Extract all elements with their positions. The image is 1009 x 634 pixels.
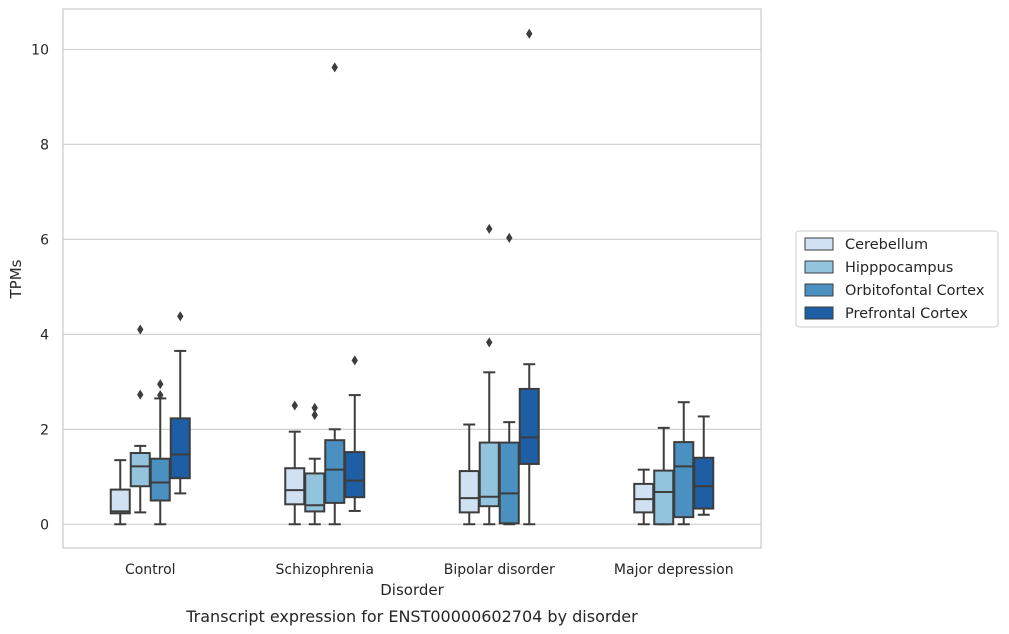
box-iqr bbox=[344, 451, 366, 499]
series-orbitofontal-cortex bbox=[149, 62, 695, 526]
legend-label: Cerebellum bbox=[845, 237, 928, 253]
box-prefrontal-cortex-schizophrenia bbox=[344, 355, 366, 512]
box-iqr bbox=[498, 441, 520, 525]
outlier-point bbox=[137, 324, 144, 335]
box-iqr bbox=[324, 439, 346, 504]
box-iqr bbox=[458, 470, 480, 514]
y-axis-label: TPMs bbox=[7, 259, 25, 299]
outlier-point bbox=[331, 62, 338, 73]
legend-label: Orbitofontal Cortex bbox=[845, 283, 985, 299]
box-iqr bbox=[653, 469, 675, 526]
box-orbitofontal-cortex-major-depression bbox=[673, 401, 695, 526]
box-iqr bbox=[693, 456, 715, 510]
legend-label: Hipppocampus bbox=[845, 260, 953, 276]
legend-swatch bbox=[804, 260, 834, 274]
y-tick-label: 8 bbox=[40, 137, 49, 153]
outlier-point bbox=[311, 402, 318, 413]
outlier-point bbox=[177, 311, 184, 322]
outlier-point bbox=[137, 389, 144, 400]
box-orbitofontal-cortex-control bbox=[149, 379, 171, 526]
y-tick-label: 2 bbox=[40, 422, 49, 438]
box-hipppocampus-control bbox=[129, 324, 151, 514]
box-hipppocampus-schizophrenia bbox=[304, 402, 326, 526]
y-axis-ticks: 0 2 4 6 8 10 bbox=[31, 42, 49, 533]
series-cerebellum bbox=[109, 400, 655, 526]
y-tick-label: 6 bbox=[40, 232, 49, 248]
box-iqr bbox=[169, 417, 191, 480]
x-axis-label: Disorder bbox=[380, 581, 444, 599]
box-iqr bbox=[673, 441, 695, 519]
legend-frame bbox=[795, 230, 999, 328]
legend-item-prefrontal-cortex: Prefrontal Cortex bbox=[804, 306, 968, 322]
box-cerebellum-bipolar-disorder bbox=[458, 423, 480, 526]
box-cerebellum-control bbox=[109, 459, 131, 526]
box-prefrontal-cortex-major-depression bbox=[693, 415, 715, 516]
box-iqr bbox=[518, 387, 540, 465]
gridlines bbox=[63, 48, 761, 525]
legend-item-orbitofontal-cortex: Orbitofontal Cortex bbox=[804, 283, 985, 299]
outlier-point bbox=[291, 400, 298, 411]
outlier-point bbox=[486, 223, 493, 234]
box-prefrontal-cortex-bipolar-disorder bbox=[518, 28, 540, 526]
legend-swatch bbox=[804, 306, 834, 320]
outlier-point bbox=[311, 410, 318, 421]
box-orbitofontal-cortex-bipolar-disorder bbox=[498, 232, 520, 526]
box-hipppocampus-bipolar-disorder bbox=[478, 223, 500, 526]
x-tick-label: Control bbox=[125, 562, 176, 578]
x-tick-label: Schizophrenia bbox=[276, 562, 374, 578]
box-iqr bbox=[149, 457, 171, 502]
box-cerebellum-schizophrenia bbox=[284, 400, 306, 526]
x-axis-ticks: Control Schizophrenia Bipolar disorder Majo… bbox=[125, 562, 734, 578]
box-iqr bbox=[284, 467, 306, 506]
outlier-point bbox=[157, 379, 164, 390]
y-tick-label: 0 bbox=[40, 517, 49, 533]
box-iqr bbox=[129, 452, 151, 488]
x-tick-label: Bipolar disorder bbox=[444, 562, 555, 578]
outlier-point bbox=[157, 390, 164, 401]
legend-label: Prefrontal Cortex bbox=[845, 306, 968, 322]
y-tick-label: 10 bbox=[31, 42, 49, 58]
outlier-point bbox=[506, 232, 513, 243]
legend-item-hipppocampus: Hipppocampus bbox=[804, 260, 953, 276]
outlier-point bbox=[486, 337, 493, 348]
series-hipppocampus bbox=[129, 223, 675, 526]
legend-swatch bbox=[804, 237, 834, 251]
legend: Cerebellum Hipppocampus Orbitofontal Corte… bbox=[795, 230, 999, 328]
box-hipppocampus-major-depression bbox=[653, 426, 675, 526]
x-tick-label: Major depression bbox=[614, 562, 734, 578]
box-series bbox=[109, 28, 715, 526]
legend-swatch bbox=[804, 283, 834, 297]
chart-caption: Transcript expression for ENST0000060270… bbox=[185, 607, 638, 626]
outlier-point bbox=[351, 355, 358, 366]
box-cerebellum-major-depression bbox=[633, 468, 655, 526]
box-prefrontal-cortex-control bbox=[169, 311, 191, 495]
outlier-point bbox=[526, 28, 533, 39]
plot-area bbox=[62, 8, 762, 549]
series-prefrontal-cortex bbox=[169, 28, 715, 526]
legend-item-cerebellum: Cerebellum bbox=[804, 237, 928, 253]
box-iqr bbox=[109, 488, 131, 515]
box-orbitofontal-cortex-schizophrenia bbox=[324, 62, 346, 526]
y-tick-label: 4 bbox=[40, 327, 49, 343]
